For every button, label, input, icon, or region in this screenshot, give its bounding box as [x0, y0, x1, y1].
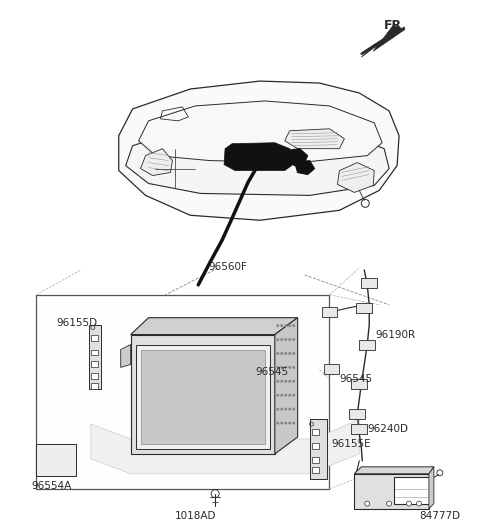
Polygon shape	[361, 25, 405, 57]
Bar	[91, 384, 98, 389]
Circle shape	[292, 324, 295, 327]
Text: 1018AD: 1018AD	[175, 510, 216, 521]
Circle shape	[365, 501, 370, 506]
Circle shape	[280, 408, 283, 411]
Circle shape	[276, 338, 279, 341]
Polygon shape	[337, 162, 374, 193]
Text: 84777D: 84777D	[419, 510, 460, 521]
Circle shape	[288, 394, 291, 397]
Circle shape	[280, 380, 283, 383]
Polygon shape	[285, 129, 344, 149]
Circle shape	[284, 408, 287, 411]
Circle shape	[284, 422, 287, 425]
Text: FR.: FR.	[384, 20, 408, 32]
Circle shape	[292, 394, 295, 397]
Circle shape	[276, 366, 279, 369]
Text: 96240D: 96240D	[367, 424, 408, 434]
Circle shape	[280, 352, 283, 355]
Circle shape	[276, 422, 279, 425]
Circle shape	[292, 366, 295, 369]
Polygon shape	[89, 325, 101, 389]
Polygon shape	[141, 149, 172, 176]
Circle shape	[280, 324, 283, 327]
Circle shape	[407, 501, 411, 506]
Circle shape	[417, 501, 421, 506]
Polygon shape	[91, 419, 360, 474]
Polygon shape	[131, 334, 275, 454]
Circle shape	[292, 408, 295, 411]
Circle shape	[288, 380, 291, 383]
Circle shape	[280, 338, 283, 341]
Circle shape	[288, 366, 291, 369]
Bar	[361, 278, 377, 288]
Bar	[36, 295, 329, 489]
Text: 96155E: 96155E	[332, 439, 371, 449]
Polygon shape	[429, 467, 434, 508]
Circle shape	[292, 380, 295, 383]
Circle shape	[288, 324, 291, 327]
Bar	[351, 379, 367, 389]
Circle shape	[280, 422, 283, 425]
Text: 96560F: 96560F	[209, 262, 248, 272]
Circle shape	[284, 366, 287, 369]
Circle shape	[284, 338, 287, 341]
Text: 96545: 96545	[339, 375, 372, 385]
Bar	[360, 340, 375, 350]
Bar	[351, 424, 367, 434]
Circle shape	[276, 380, 279, 383]
Circle shape	[292, 422, 295, 425]
Bar	[36, 444, 76, 476]
Polygon shape	[354, 467, 434, 474]
Circle shape	[292, 352, 295, 355]
Bar	[324, 364, 339, 375]
Polygon shape	[119, 81, 399, 220]
Polygon shape	[139, 101, 382, 162]
Polygon shape	[275, 318, 298, 454]
Polygon shape	[283, 149, 308, 166]
Bar	[91, 334, 98, 341]
Bar	[91, 373, 98, 379]
Bar	[312, 457, 319, 463]
Polygon shape	[310, 419, 327, 479]
Polygon shape	[141, 350, 265, 444]
Circle shape	[276, 394, 279, 397]
Bar	[322, 307, 337, 317]
Circle shape	[276, 324, 279, 327]
Polygon shape	[136, 344, 270, 449]
Bar	[349, 409, 365, 419]
Circle shape	[284, 380, 287, 383]
Polygon shape	[120, 344, 131, 368]
Text: 96190R: 96190R	[375, 330, 415, 340]
Text: 96545: 96545	[255, 368, 288, 377]
Circle shape	[288, 408, 291, 411]
Polygon shape	[354, 474, 429, 508]
Bar	[312, 443, 319, 449]
Circle shape	[288, 338, 291, 341]
Circle shape	[280, 394, 283, 397]
Circle shape	[387, 501, 392, 506]
Text: 96554A: 96554A	[31, 481, 72, 491]
Circle shape	[276, 408, 279, 411]
Polygon shape	[131, 318, 298, 334]
Text: 96155D: 96155D	[56, 318, 97, 327]
Bar	[312, 467, 319, 473]
Bar	[91, 350, 98, 355]
Circle shape	[284, 324, 287, 327]
Circle shape	[276, 352, 279, 355]
Circle shape	[284, 352, 287, 355]
Circle shape	[284, 394, 287, 397]
Bar	[312, 429, 319, 435]
Bar	[356, 303, 372, 313]
Circle shape	[288, 352, 291, 355]
Polygon shape	[126, 126, 389, 195]
Circle shape	[292, 338, 295, 341]
Bar	[91, 361, 98, 368]
Circle shape	[288, 422, 291, 425]
Circle shape	[280, 366, 283, 369]
Polygon shape	[224, 143, 292, 170]
Polygon shape	[295, 161, 314, 175]
